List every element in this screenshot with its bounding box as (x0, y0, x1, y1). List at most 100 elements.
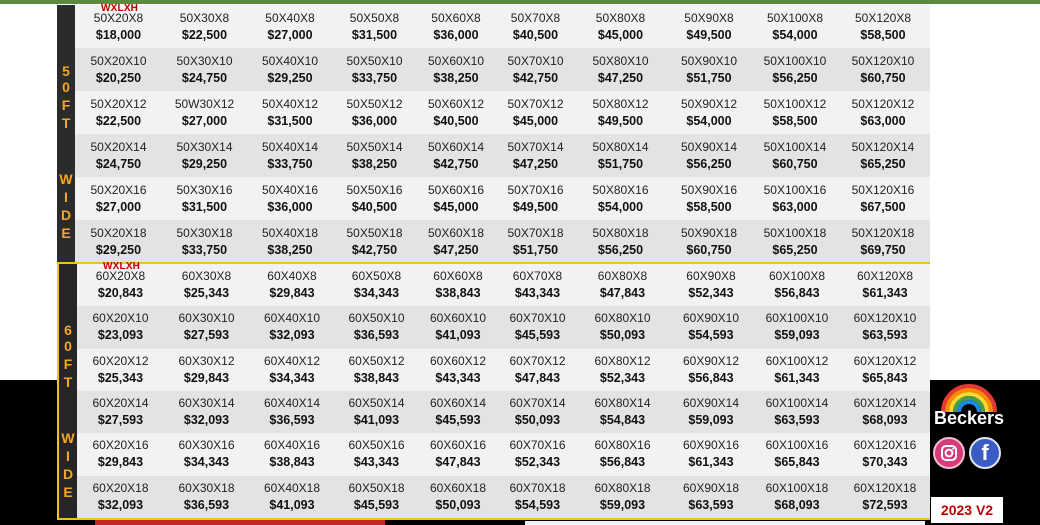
price-cell: 60X20X12 $25,343 (77, 349, 164, 391)
building-size: 60X30X14 (178, 396, 235, 411)
price-cell: 50X70X8 $40,500 (496, 5, 575, 48)
building-size: 50X120X16 (851, 182, 915, 197)
building-price: $56,250 (686, 156, 732, 171)
building-size: 50X50X8 (349, 10, 400, 25)
building-size: 60X80X12 (594, 353, 651, 368)
building-price: $45,593 (435, 413, 481, 428)
building-price: $63,593 (862, 328, 908, 343)
building-price: $33,750 (267, 156, 313, 171)
price-cell: 60X50X10 $36,593 (335, 306, 418, 348)
building-price: $50,093 (435, 497, 481, 512)
building-price: $24,750 (181, 70, 228, 85)
building-size: 50X20X8 (93, 10, 144, 25)
building-price: $61,343 (688, 455, 734, 470)
building-price: $31,500 (267, 113, 313, 128)
price-cell: 50X20X14 $24,750 (75, 134, 162, 177)
building-price: $47,843 (435, 455, 481, 470)
building-size: 50X60X16 (427, 182, 485, 197)
building-price: $52,343 (688, 286, 734, 301)
building-price: $32,093 (183, 413, 230, 428)
table-row: 50X20X14 $24,750 50X30X14 $29,250 50X40X14 $3… (75, 134, 930, 177)
building-size: 50X60X14 (427, 139, 485, 154)
price-cell: 60X20X18 $32,093 (77, 476, 164, 518)
building-size: 60X120X16 (853, 438, 917, 453)
price-cell: 50X50X10 $33,750 (333, 48, 416, 91)
sidebar-letter: I (66, 448, 70, 464)
building-price: $65,843 (862, 370, 908, 385)
building-size: 60X50X14 (348, 396, 405, 411)
price-cell: 60X40X16 $38,843 (249, 433, 335, 475)
price-cell: 50X50X12 $36,000 (333, 91, 416, 134)
price-cell: 50X120X10 $60,750 (838, 48, 928, 91)
building-size: 60X50X18 (348, 480, 405, 495)
building-price: $29,843 (269, 286, 315, 301)
building-size: 50X120X18 (851, 225, 915, 240)
building-size: 50X50X14 (346, 139, 403, 154)
building-price: $56,843 (599, 455, 646, 470)
price-cell: 60X70X16 $52,343 (498, 433, 577, 475)
building-price: $38,843 (353, 370, 400, 385)
building-size: 50X60X10 (427, 53, 485, 68)
building-price: $18,000 (95, 27, 142, 42)
building-price: $41,093 (269, 497, 315, 512)
building-price: $52,343 (599, 370, 646, 385)
building-price: $38,843 (269, 455, 315, 470)
building-price: $59,093 (688, 413, 734, 428)
building-size: 60X100X16 (765, 438, 829, 453)
price-cell: 60X20X10 $23,093 (77, 306, 164, 348)
building-size: 60X20X8 (95, 269, 146, 284)
building-size: 60X100X12 (765, 353, 829, 368)
price-cell: 50X90X18 $60,750 (666, 220, 752, 263)
price-cell: 60X120X12 $65,843 (840, 349, 930, 391)
price-cell: 60X80X8 $47,843 (577, 264, 668, 306)
sidebar-letter: E (63, 484, 73, 500)
building-price: $43,343 (514, 286, 561, 301)
building-price: $51,750 (597, 156, 644, 171)
price-cell: 50X70X16 $49,500 (496, 177, 575, 220)
building-price: $68,093 (774, 497, 820, 512)
price-table-60ft: 6 0 F T W I D E 60X20X8 $20,843 60X30X8 $25… (57, 262, 930, 520)
sidebar-letter: I (64, 189, 68, 205)
building-price: $29,843 (97, 455, 144, 470)
building-size: 60X70X18 (509, 480, 566, 495)
facebook-icon[interactable]: f (969, 437, 1001, 469)
building-price: $43,343 (353, 455, 400, 470)
price-cell: 50X70X14 $47,250 (496, 134, 575, 177)
price-cell: 50X40X14 $33,750 (247, 134, 333, 177)
price-cell: 50X60X14 $42,750 (416, 134, 496, 177)
sidebar-letter: W (61, 430, 75, 446)
price-cell: 60X80X12 $52,343 (577, 349, 668, 391)
building-size: 50X100X16 (763, 182, 827, 197)
dimension-key-label: WXLXH (103, 261, 141, 272)
building-size: 60X60X18 (429, 480, 487, 495)
building-size: 60X30X8 (181, 269, 232, 284)
building-size: 60X40X14 (263, 396, 321, 411)
building-size: 50X120X10 (851, 53, 915, 68)
building-price: $58,500 (772, 113, 818, 128)
building-size: 50X30X10 (176, 53, 233, 68)
building-size: 50X80X10 (592, 53, 649, 68)
price-cell: 50X120X16 $67,500 (838, 177, 928, 220)
price-cell: 60X120X8 $61,343 (840, 264, 930, 306)
building-price: $56,250 (772, 70, 818, 85)
building-size: 60X50X8 (351, 269, 402, 284)
building-price: $40,500 (351, 199, 398, 214)
building-price: $20,843 (97, 286, 144, 301)
building-price: $38,250 (433, 70, 479, 85)
building-size: 60X50X12 (348, 353, 405, 368)
price-cell: 60X50X14 $41,093 (335, 391, 418, 433)
price-cell: 50X90X14 $56,250 (666, 134, 752, 177)
building-price: $65,250 (860, 156, 906, 171)
instagram-icon[interactable] (933, 437, 965, 469)
building-size: 50X100X14 (763, 139, 827, 154)
price-cell: 50X40X12 $31,500 (247, 91, 333, 134)
price-cell: 60X70X8 $43,343 (498, 264, 577, 306)
price-cell: 50X60X12 $40,500 (416, 91, 496, 134)
building-price: $24,750 (95, 156, 142, 171)
building-price: $32,093 (97, 497, 144, 512)
building-price: $43,343 (435, 370, 481, 385)
building-size: 50X90X18 (680, 225, 738, 240)
building-size: 50W30X12 (174, 96, 235, 111)
price-grid-60ft: 60X20X8 $20,843 60X30X8 $25,343 60X40X8 $29,8… (77, 264, 930, 518)
price-cell: 50X20X8 $18,000 (75, 5, 162, 48)
